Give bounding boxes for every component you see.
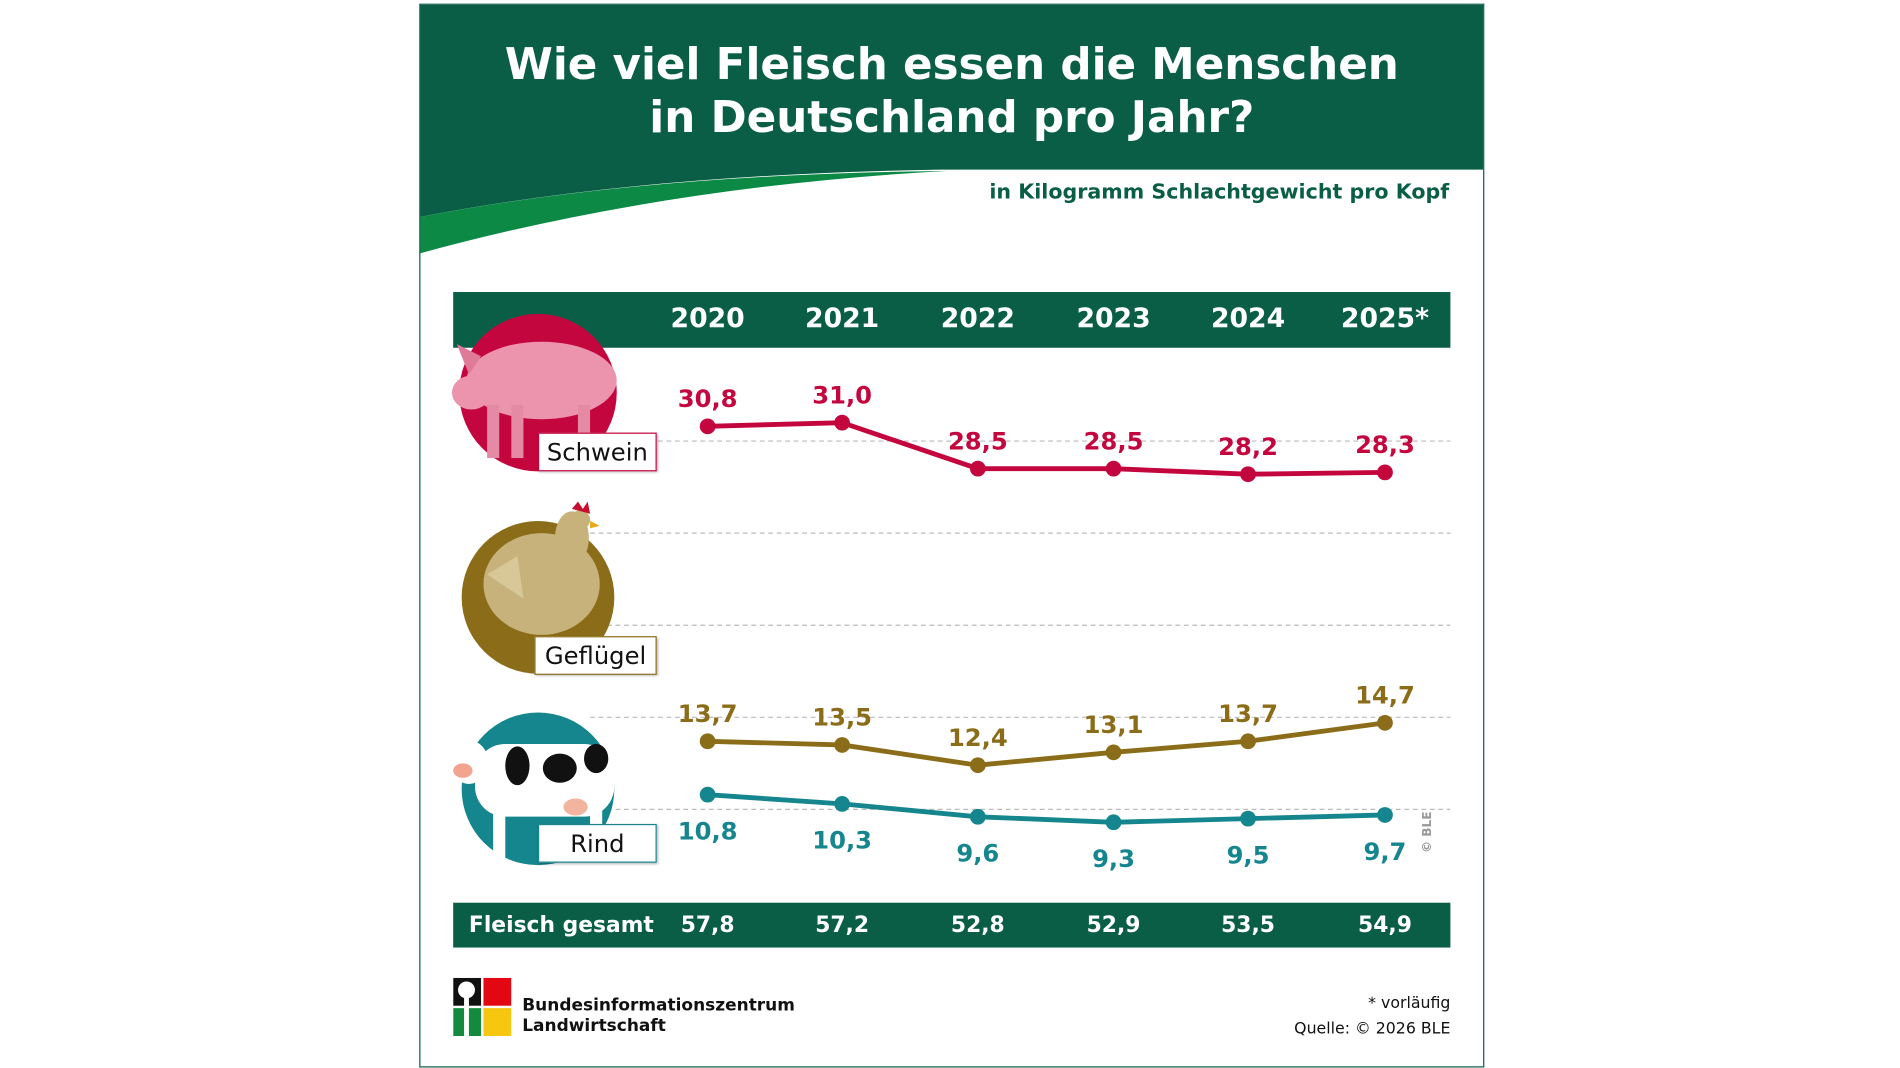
ble-logo-icon bbox=[453, 977, 512, 1037]
year-tick-label: 2023 bbox=[1076, 304, 1151, 335]
data-point bbox=[1377, 714, 1393, 731]
data-point bbox=[699, 786, 716, 803]
series-line-0 bbox=[707, 420, 1386, 477]
data-label: 28,3 bbox=[1355, 431, 1415, 459]
data-label: 13,7 bbox=[678, 700, 738, 728]
data-point bbox=[834, 414, 851, 431]
total-value: 57,8 bbox=[680, 912, 735, 938]
data-label: 13,5 bbox=[812, 704, 872, 732]
data-point bbox=[699, 733, 716, 750]
title-line-1: Wie viel Fleisch essen die Menschen bbox=[504, 39, 1399, 90]
data-label: 9,7 bbox=[1364, 838, 1407, 866]
total-bar: Fleisch gesamt 57,8 57,2 52,8 52,9 53,5 54,9 bbox=[453, 902, 1451, 948]
logo-line-1: Bundesinformationszentrum bbox=[522, 996, 795, 1016]
total-value: 52,8 bbox=[950, 912, 1005, 938]
data-label: 30,8 bbox=[678, 385, 738, 413]
year-header-bar: 2020 2021 2022 2023 2024 2025* bbox=[453, 292, 1451, 348]
copyright-side: © BLE bbox=[1421, 811, 1435, 854]
total-label: Fleisch gesamt bbox=[468, 912, 654, 938]
data-point bbox=[834, 796, 851, 812]
total-value: 52,9 bbox=[1086, 912, 1141, 938]
chart-subtitle: in Kilogramm Schlachtgewicht pro Kopf bbox=[989, 180, 1450, 205]
data-point bbox=[969, 460, 986, 477]
data-point bbox=[834, 737, 851, 753]
data-point bbox=[969, 757, 986, 774]
data-point bbox=[969, 808, 986, 825]
logo-line-2: Landwirtschaft bbox=[522, 1016, 666, 1037]
year-tick-label: 2024 bbox=[1210, 304, 1286, 335]
title-line-2: in Deutschland pro Jahr? bbox=[649, 93, 1255, 143]
data-label: 28,5 bbox=[1084, 427, 1144, 455]
data-label: 13,1 bbox=[1084, 711, 1144, 739]
ble-logo-text: Bundesinformationszentrum Landwirtschaft bbox=[522, 996, 795, 1037]
series-line-2 bbox=[707, 792, 1386, 825]
data-label: 14,7 bbox=[1355, 681, 1415, 709]
series-label-rind: Rind bbox=[537, 823, 657, 863]
data-label: 28,2 bbox=[1218, 433, 1278, 461]
data-label: 12,4 bbox=[948, 724, 1008, 752]
data-label: 31,0 bbox=[812, 381, 872, 409]
data-label: 10,3 bbox=[812, 827, 872, 855]
series-label-gefluegel: Geflügel bbox=[534, 636, 657, 675]
year-tick-label: 2025* bbox=[1340, 304, 1430, 335]
data-label: 28,5 bbox=[948, 427, 1008, 455]
total-value: 54,9 bbox=[1358, 912, 1412, 938]
year-tick-label: 2021 bbox=[805, 304, 880, 335]
line-chart: 30,8 31,0 28,5 28,5 28,2 28,3 13,7 13,5 12,4 13,1… bbox=[590, 381, 1451, 873]
source: Quelle: © 2026 BLE bbox=[1294, 1020, 1451, 1039]
series-line-1 bbox=[707, 720, 1386, 768]
data-point bbox=[1105, 460, 1122, 477]
pig-icon bbox=[451, 313, 617, 472]
chicken-icon bbox=[461, 501, 615, 674]
series-label-schwein: Schwein bbox=[537, 432, 657, 472]
data-label: 9,5 bbox=[1227, 841, 1270, 869]
data-point bbox=[1105, 814, 1122, 831]
data-point bbox=[1240, 810, 1256, 827]
data-label: 13,7 bbox=[1218, 700, 1278, 728]
data-point bbox=[1240, 733, 1256, 750]
total-value: 53,5 bbox=[1221, 912, 1275, 938]
year-tick-label: 2020 bbox=[670, 304, 745, 335]
data-point bbox=[1377, 464, 1393, 481]
data-label: 10,8 bbox=[678, 818, 738, 846]
data-point bbox=[1105, 744, 1122, 761]
data-point bbox=[1240, 466, 1256, 483]
footnote: * vorläufig bbox=[1368, 994, 1451, 1013]
total-value: 57,2 bbox=[815, 912, 870, 938]
data-label: 9,6 bbox=[956, 840, 999, 868]
infographic: Wie viel Fleisch essen die Menschen in D… bbox=[419, 3, 1485, 1068]
year-tick-label: 2022 bbox=[940, 304, 1015, 335]
chart-title: Wie viel Fleisch essen die Menschen in D… bbox=[420, 39, 1483, 146]
header-band bbox=[420, 4, 1484, 254]
data-point bbox=[1377, 807, 1393, 823]
data-label: 9,3 bbox=[1092, 845, 1135, 873]
data-point bbox=[699, 418, 716, 435]
